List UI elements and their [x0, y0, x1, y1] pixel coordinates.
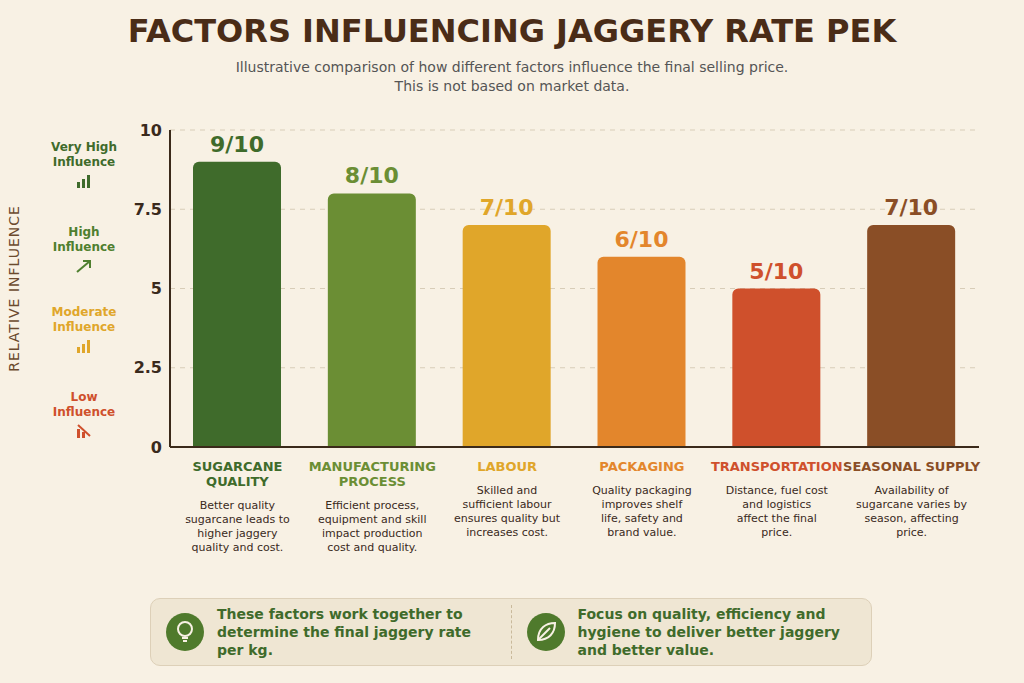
svg-text:7/10: 7/10 — [884, 195, 938, 220]
svg-text:cost and quality.: cost and quality. — [327, 541, 417, 554]
svg-text:PACKAGING: PACKAGING — [599, 459, 684, 474]
svg-text:season, affecting: season, affecting — [865, 512, 959, 525]
svg-text:LABOUR: LABOUR — [477, 459, 537, 474]
svg-text:MANUFACTURING: MANUFACTURING — [309, 459, 436, 474]
svg-text:improves shelf: improves shelf — [602, 498, 684, 511]
svg-text:8/10: 8/10 — [345, 163, 399, 188]
svg-text:Skilled and: Skilled and — [477, 484, 537, 497]
html-text:Illustrative comparison of how: Illustrative comparison of how different… — [235, 59, 789, 75]
svg-text:7/10: 7/10 — [480, 195, 534, 220]
svg-text:quality and cost.: quality and cost. — [192, 541, 284, 554]
svg-text:impact production: impact production — [322, 527, 422, 540]
svg-text:ensures quality but: ensures quality but — [454, 512, 561, 525]
html-text:This is not based on market da: This is not based on market data. — [394, 78, 630, 94]
html-text:These factors work together to: These factors work together to determine… — [217, 606, 472, 658]
svg-text:TRANSPORTATION: TRANSPORTATION — [711, 459, 843, 474]
svg-text:Better quality: Better quality — [200, 499, 276, 512]
svg-text:QUALITY: QUALITY — [206, 474, 269, 489]
svg-text:SUGARCANE: SUGARCANE — [192, 459, 282, 474]
svg-text:5/10: 5/10 — [749, 259, 803, 284]
svg-text:6/10: 6/10 — [615, 227, 669, 252]
svg-text:10: 10 — [140, 121, 162, 140]
svg-text:5: 5 — [151, 279, 162, 298]
html-text:Focus on quality, efficiency a: Focus on quality, efficiency and hygiene… — [577, 606, 840, 658]
svg-text:brand value.: brand value. — [607, 526, 676, 539]
svg-text:price.: price. — [761, 526, 792, 539]
svg-text:Efficient process,: Efficient process, — [325, 499, 419, 512]
svg-text:sufficient labour: sufficient labour — [463, 498, 552, 511]
html-text:Very High Influence: Very High Influence — [51, 140, 117, 169]
html-text:Low Influence: Low Influence — [52, 390, 116, 419]
svg-text:RELATIVE INFLUENCE: RELATIVE INFLUENCE — [6, 205, 22, 372]
svg-text:0: 0 — [151, 438, 162, 457]
html-text:FACTORS INFLUENCING JAGGERY RA: FACTORS INFLUENCING JAGGERY RATE PEK — [127, 12, 897, 50]
svg-text:affect the final: affect the final — [737, 512, 817, 525]
svg-text:9/10: 9/10 — [210, 132, 264, 157]
svg-text:higher jaggery: higher jaggery — [197, 527, 278, 540]
svg-text:SEASONAL SUPPLY: SEASONAL SUPPLY — [843, 459, 981, 474]
html-text:High Influence: High Influence — [52, 225, 116, 254]
svg-text:Distance, fuel cost: Distance, fuel cost — [726, 484, 829, 497]
svg-text:sugarcane varies by: sugarcane varies by — [856, 498, 968, 511]
svg-text:7.5: 7.5 — [134, 200, 162, 219]
svg-text:increases cost.: increases cost. — [466, 526, 548, 539]
svg-text:and logistics: and logistics — [742, 498, 811, 511]
svg-text:sugarcane leads to: sugarcane leads to — [185, 513, 290, 526]
svg-text:2.5: 2.5 — [134, 358, 162, 377]
svg-text:equipment and skill: equipment and skill — [318, 513, 427, 526]
svg-text:life, safety and: life, safety and — [601, 512, 683, 525]
html-text:Moderate Influence: Moderate Influence — [51, 305, 117, 334]
svg-text:Availability of: Availability of — [875, 484, 950, 497]
svg-text:Quality packaging: Quality packaging — [592, 484, 691, 497]
svg-text:price.: price. — [896, 526, 927, 539]
svg-text:PROCESS: PROCESS — [339, 474, 406, 489]
